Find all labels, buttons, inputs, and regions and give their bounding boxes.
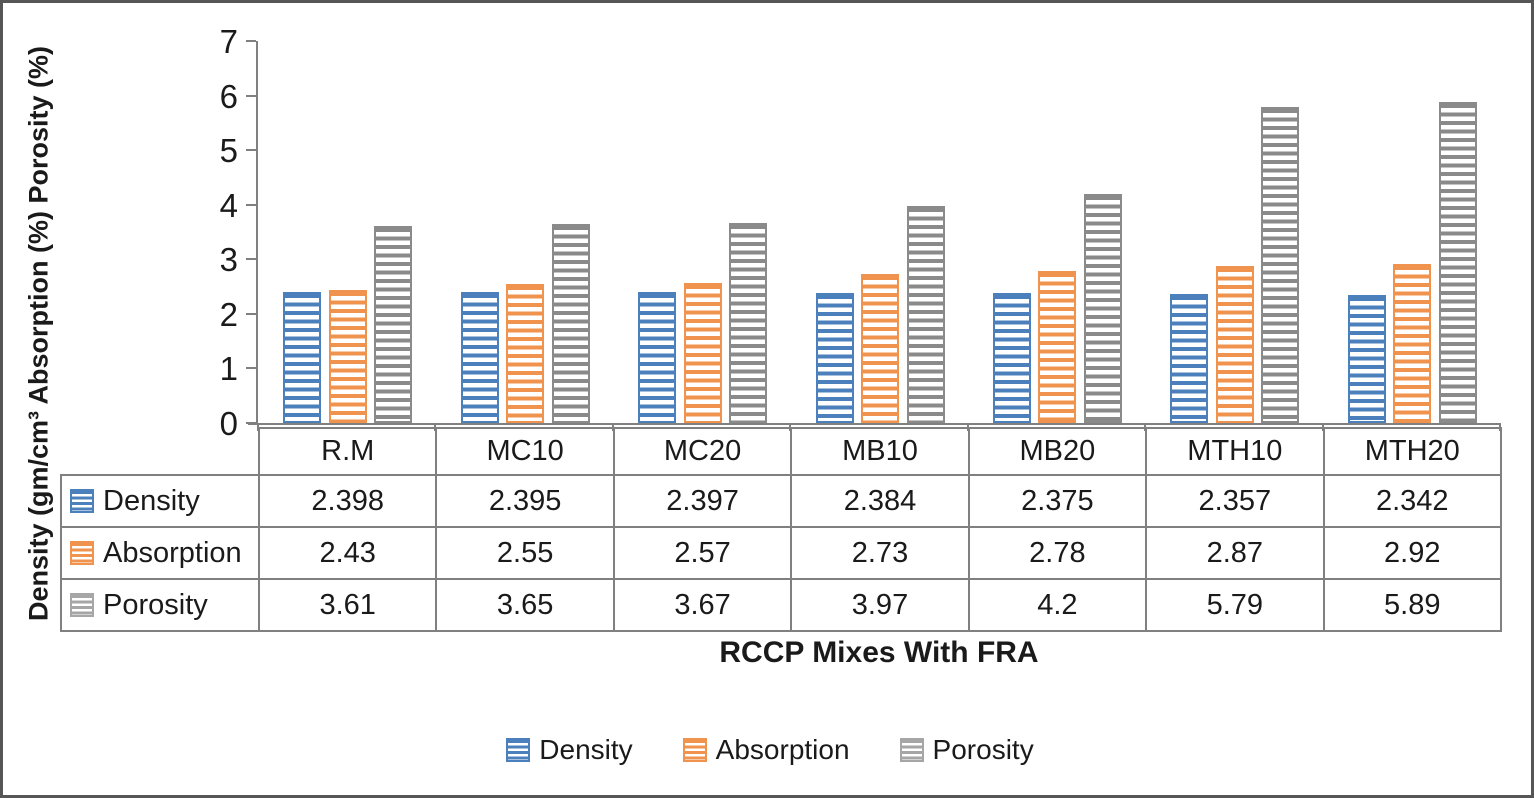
- row-header-porosity: Porosity: [60, 578, 260, 632]
- x-boundary-tick: [611, 423, 614, 431]
- bar-density-r-m: [283, 292, 322, 423]
- cell-density-r-m: 2.398: [257, 474, 438, 528]
- y-tick-mark-1: [246, 367, 256, 370]
- cell-density-mc10: 2.395: [435, 474, 615, 528]
- y-tick-label-4: 4: [219, 186, 238, 224]
- cell-absorption-mc10: 2.55: [435, 526, 615, 580]
- bar-density-mb10: [815, 292, 854, 423]
- cell-density-mb20: 2.375: [967, 474, 1148, 528]
- bar-density-mb20: [992, 293, 1031, 423]
- column-header-mc20: MC20: [612, 427, 793, 476]
- column-header-mth10: MTH10: [1145, 427, 1325, 476]
- cell-porosity-mb10: 3.97: [790, 578, 970, 632]
- bar-porosity-mb20: [1083, 193, 1122, 423]
- bar-density-mth10: [1170, 294, 1209, 423]
- legend-item-absorption: Absorption: [682, 734, 850, 766]
- x-boundary-tick: [434, 423, 437, 431]
- column-header-mth20: MTH20: [1322, 427, 1502, 476]
- table-corner-cell: [61, 428, 259, 475]
- cell-porosity-r-m: 3.61: [257, 578, 438, 632]
- bar-porosity-mth10: [1261, 107, 1300, 423]
- y-tick-label-1: 1: [219, 350, 238, 388]
- y-tick-label-3: 3: [219, 241, 238, 279]
- row-header-density: Density: [60, 474, 260, 528]
- column-header-r-m: R.M: [257, 427, 438, 476]
- x-axis-title: RCCP Mixes With FRA: [719, 636, 1039, 669]
- column-header-mb20: MB20: [967, 427, 1148, 476]
- y-tick-mark-2: [246, 312, 256, 315]
- x-boundary-tick: [1321, 423, 1324, 431]
- bar-density-mc10: [460, 292, 499, 423]
- legend-porosity-swatch-icon: [899, 738, 924, 762]
- legend-label-density: Density: [539, 734, 633, 765]
- bar-absorption-mth20: [1393, 263, 1432, 423]
- bar-porosity-mc10: [551, 223, 590, 423]
- bar-density-mc20: [638, 292, 677, 423]
- bar-absorption-mb20: [1038, 271, 1077, 423]
- bar-density-mth20: [1347, 295, 1386, 423]
- y-tick-label-6: 6: [219, 77, 238, 115]
- x-axis-line: [248, 423, 1500, 425]
- column-header-mc10: MC10: [435, 427, 615, 476]
- cell-porosity-mth10: 5.79: [1145, 578, 1325, 632]
- bar-absorption-mb10: [861, 274, 899, 423]
- cell-porosity-mb20: 4.2: [967, 578, 1148, 632]
- column-header-mb10: MB10: [790, 427, 970, 476]
- legend-label-porosity: Porosity: [932, 734, 1034, 765]
- y-tick-mark-3: [246, 258, 256, 261]
- legend: Density Absorption Porosity: [3, 732, 1531, 768]
- density-swatch-icon: [70, 489, 94, 513]
- cell-absorption-mc20: 2.57: [612, 526, 793, 580]
- absorption-swatch-icon: [70, 541, 94, 565]
- legend-label-absorption: Absorption: [715, 734, 850, 765]
- row-header-label: Absorption: [103, 536, 242, 569]
- row-header-label: Density: [103, 484, 200, 517]
- y-tick-label-5: 5: [219, 132, 238, 170]
- cell-porosity-mc10: 3.65: [435, 578, 615, 632]
- y-tick-mark-0: [246, 422, 256, 424]
- bar-absorption-mc10: [506, 283, 545, 423]
- cell-absorption-mth10: 2.87: [1145, 526, 1325, 580]
- y-tick-label-7: 7: [219, 23, 238, 60]
- y-tick-mark-4: [246, 203, 256, 206]
- bar-porosity-mb10: [906, 206, 945, 423]
- y-tick-mark-7: [246, 40, 256, 42]
- legend-item-porosity: Porosity: [899, 734, 1034, 766]
- y-axis-line: [256, 41, 258, 425]
- cell-absorption-r-m: 2.43: [257, 526, 438, 580]
- bar-porosity-mc20: [729, 222, 768, 423]
- y-tick-mark-5: [246, 149, 256, 152]
- x-boundary-tick: [966, 423, 969, 431]
- porosity-swatch-icon: [70, 593, 94, 617]
- bar-porosity-mth20: [1438, 101, 1477, 423]
- cell-porosity-mth20: 5.89: [1322, 578, 1502, 632]
- cell-density-mb10: 2.384: [790, 474, 970, 528]
- cell-porosity-mc20: 3.67: [612, 578, 793, 632]
- legend-density-swatch-icon: [506, 738, 531, 762]
- x-boundary-tick: [789, 423, 792, 431]
- bar-absorption-r-m: [328, 290, 367, 423]
- y-tick-label-0: 0: [219, 405, 238, 442]
- cell-absorption-mb20: 2.78: [967, 526, 1148, 580]
- x-boundary-tick: [257, 423, 259, 431]
- bar-absorption-mc20: [683, 282, 722, 423]
- bar-absorption-mth10: [1215, 266, 1254, 423]
- cell-absorption-mb10: 2.73: [790, 526, 970, 580]
- y-axis-title: Density (gm/cm³ Absorption (%) Porosity …: [23, 45, 54, 621]
- y-tick-label-2: 2: [219, 295, 238, 333]
- data-table: R.M MC10 MC20 MB10 MB20 MTH10 MTH20 Density 2.39…: [60, 427, 1502, 632]
- legend-item-density: Density: [506, 734, 633, 766]
- row-header-label: Porosity: [103, 588, 208, 621]
- cell-density-mth20: 2.342: [1322, 474, 1502, 528]
- cell-density-mc20: 2.397: [612, 474, 793, 528]
- row-header-absorption: Absorption: [60, 526, 260, 580]
- x-boundary-tick: [1499, 423, 1501, 431]
- x-boundary-tick: [1144, 423, 1147, 431]
- cell-absorption-mth20: 2.92: [1322, 526, 1502, 580]
- bar-porosity-r-m: [374, 225, 413, 423]
- legend-absorption-swatch-icon: [682, 738, 707, 762]
- y-tick-mark-6: [246, 94, 256, 97]
- cell-density-mth10: 2.357: [1145, 474, 1325, 528]
